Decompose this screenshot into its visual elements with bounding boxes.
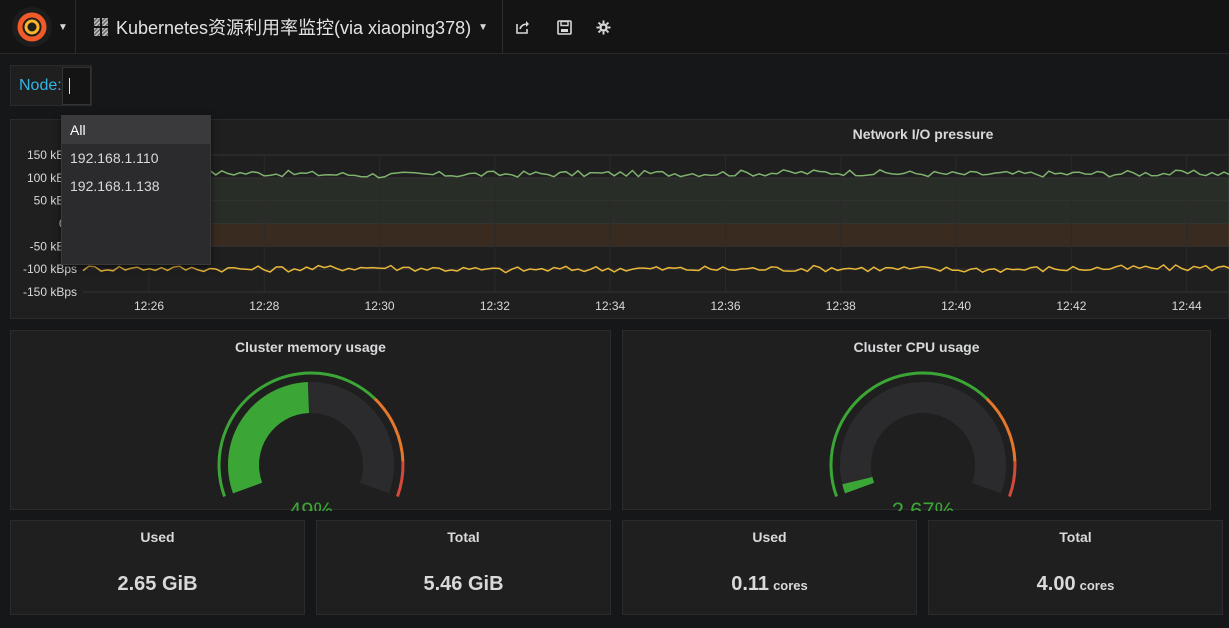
top-navbar: ▼ Kubernetes资源利用率监控(via xiaoping378) ▼ — [0, 0, 1229, 54]
x-tick-label: 12:26 — [134, 299, 164, 313]
threshold-ok — [829, 371, 988, 497]
settings-button[interactable] — [590, 14, 616, 40]
cpu-gauge-panel: Cluster CPU usage 2.67% — [622, 330, 1211, 511]
dashboard-title: Kubernetes资源利用率监控(via xiaoping378) — [115, 18, 472, 38]
threshold-warn — [373, 397, 405, 462]
memory-gauge-panel: Cluster memory usage 49% — [10, 330, 611, 511]
caret-down-icon: ▼ — [478, 21, 488, 33]
panel-title: Cluster memory usage — [235, 339, 386, 355]
gauge-fill — [228, 382, 310, 494]
memory-gauge: 49% — [217, 371, 405, 511]
x-tick-label: 12:42 — [1056, 299, 1086, 313]
gauge-value: 2.67% — [892, 498, 954, 511]
node-option-0[interactable]: All — [62, 116, 210, 144]
grafana-menu-button[interactable]: ▼ — [0, 0, 76, 54]
stat-label: Used — [140, 529, 175, 545]
node-option-2[interactable]: 192.168.1.138 — [70, 178, 160, 194]
share-button[interactable] — [510, 14, 536, 40]
stat-value: 4.00 cores — [1036, 573, 1115, 595]
text-cursor — [68, 77, 70, 94]
dashboard-title-button[interactable]: Kubernetes资源利用率监控(via xiaoping378) ▼ — [82, 0, 503, 54]
cpu-gauge: 2.67% — [829, 371, 1017, 511]
threshold-ok — [217, 371, 376, 497]
grafana-logo-icon — [12, 7, 52, 47]
stat-value: 2.65 GiB — [117, 573, 198, 595]
dashboard-grid-icon — [94, 18, 108, 36]
stat-label: Total — [447, 529, 480, 545]
panel-title: Cluster CPU usage — [853, 339, 980, 355]
x-tick-label: 12:44 — [1172, 299, 1202, 313]
x-tick-label: 12:36 — [710, 299, 740, 313]
cpu-used-stat: Used 0.11 cores — [622, 520, 917, 615]
series-line-1 — [82, 263, 1229, 274]
stat-label: Used — [752, 529, 787, 545]
stat-unit: cores — [773, 578, 808, 593]
variable-bar: Node: — [10, 65, 92, 106]
stat-value: 0.11 cores — [731, 573, 808, 595]
settings-gear-icon — [595, 19, 611, 35]
x-tick-label: 12:32 — [480, 299, 510, 313]
stat-label: Total — [1059, 529, 1092, 545]
x-tick-label: 12:28 — [249, 299, 279, 313]
x-tick-label: 12:30 — [365, 299, 395, 313]
gauge-track — [840, 381, 1006, 494]
band-warn — [83, 223, 1229, 247]
chart-title: Network I/O pressure — [853, 126, 994, 142]
y-tick-label: -150 kBps — [23, 285, 77, 299]
memory-used-stat: Used 2.65 GiB — [10, 520, 305, 615]
save-icon — [556, 19, 572, 35]
node-variable-dropdown: All 192.168.1.110 192.168.1.138 — [61, 115, 211, 265]
stat-value: 5.46 GiB — [423, 573, 504, 595]
cpu-total-stat: Total 4.00 cores — [928, 520, 1223, 615]
y-tick-label: -100 kBps — [23, 262, 77, 276]
save-button[interactable] — [551, 14, 577, 40]
x-tick-label: 12:40 — [941, 299, 971, 313]
threshold-crit — [1008, 461, 1017, 497]
x-tick-label: 12:34 — [595, 299, 625, 313]
node-option-1[interactable]: 192.168.1.110 — [70, 150, 159, 166]
network-io-panel: Network I/O pressure 150 kBps 100 kBps 50 k… — [10, 119, 1229, 319]
memory-total-stat: Total 5.46 GiB — [316, 520, 611, 615]
stat-unit: cores — [1079, 578, 1115, 593]
share-icon — [516, 21, 529, 34]
gauge-fill — [842, 477, 875, 494]
gauge-value: 49% — [289, 498, 333, 511]
series-line-0 — [82, 168, 1229, 179]
node-variable-input[interactable] — [61, 66, 91, 105]
threshold-warn — [985, 397, 1017, 462]
threshold-crit — [396, 461, 405, 497]
x-tick-label: 12:38 — [826, 299, 856, 313]
caret-down-icon: ▼ — [58, 21, 68, 33]
node-variable-label: Node: — [19, 76, 62, 94]
